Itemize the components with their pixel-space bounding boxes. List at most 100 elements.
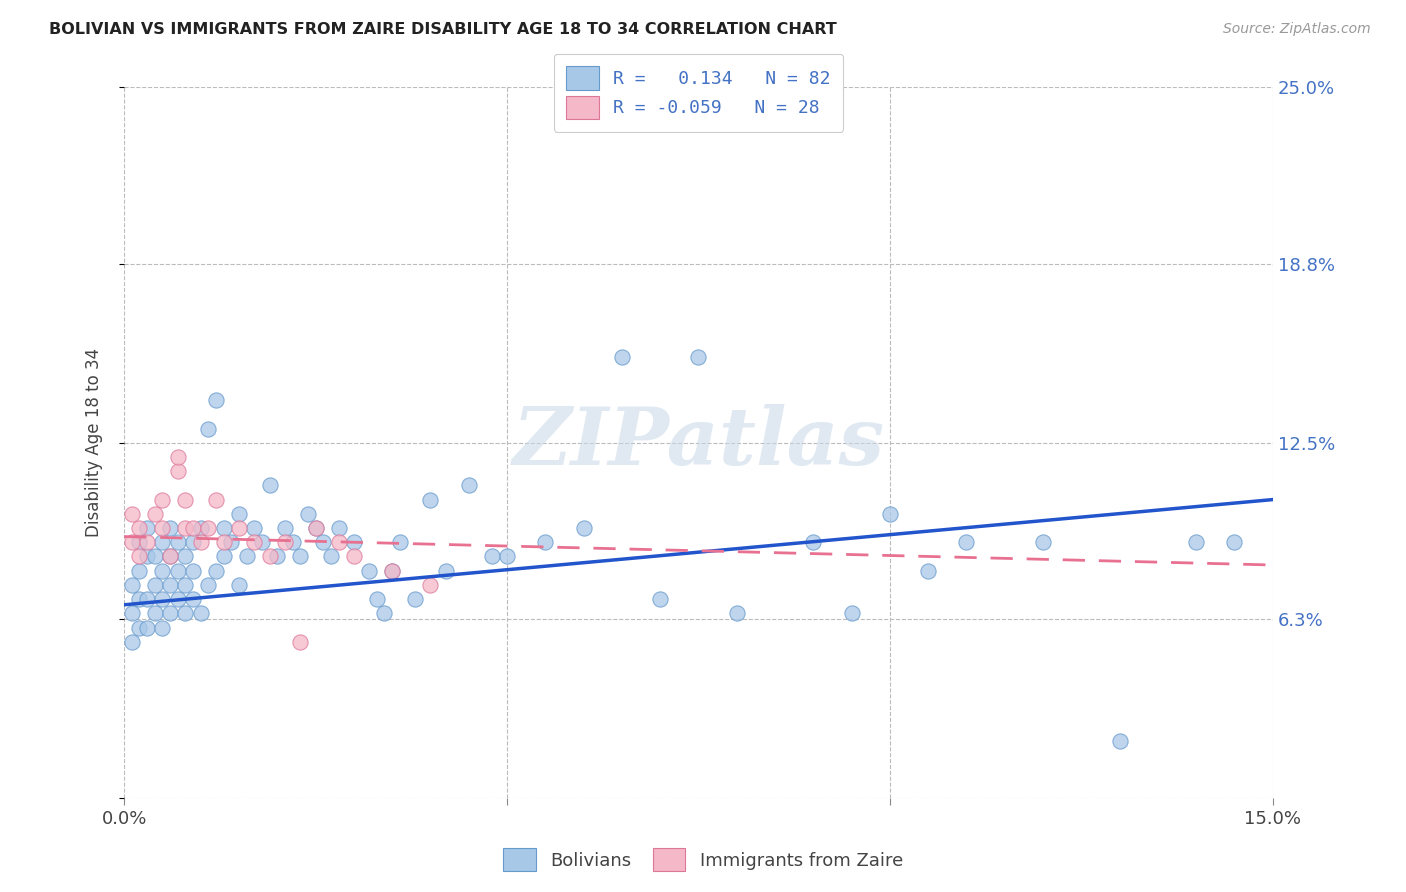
Point	[481, 549, 503, 564]
Point	[181, 535, 204, 549]
Point	[121, 535, 143, 549]
Point	[243, 535, 266, 549]
Point	[648, 592, 671, 607]
Point	[181, 564, 204, 578]
Point	[1108, 734, 1130, 748]
Point	[152, 621, 174, 635]
Point	[197, 521, 219, 535]
Point	[841, 607, 863, 621]
Point	[457, 478, 479, 492]
Point	[1185, 535, 1208, 549]
Point	[205, 393, 228, 408]
Point	[343, 549, 366, 564]
Point	[121, 607, 143, 621]
Point	[221, 535, 243, 549]
Point	[121, 507, 143, 521]
Point	[136, 592, 159, 607]
Point	[1032, 535, 1054, 549]
Point	[572, 521, 595, 535]
Point	[281, 535, 304, 549]
Point	[228, 521, 250, 535]
Point	[159, 607, 181, 621]
Point	[159, 549, 181, 564]
Point	[212, 521, 235, 535]
Point	[290, 549, 312, 564]
Point	[128, 592, 150, 607]
Point	[128, 621, 150, 635]
Legend: R =   0.134   N = 82, R = -0.059   N = 28: R = 0.134 N = 82, R = -0.059 N = 28	[554, 54, 844, 132]
Point	[725, 607, 748, 621]
Text: ZIPatlas: ZIPatlas	[512, 404, 884, 482]
Point	[917, 564, 939, 578]
Point	[212, 549, 235, 564]
Point	[381, 564, 404, 578]
Point	[174, 607, 197, 621]
Point	[205, 492, 228, 507]
Point	[159, 578, 181, 592]
Point	[152, 535, 174, 549]
Point	[404, 592, 426, 607]
Point	[181, 521, 204, 535]
Point	[304, 521, 326, 535]
Point	[159, 549, 181, 564]
Point	[197, 578, 219, 592]
Point	[166, 464, 188, 478]
Point	[152, 492, 174, 507]
Point	[136, 521, 159, 535]
Point	[879, 507, 901, 521]
Point	[328, 535, 350, 549]
Point	[343, 535, 366, 549]
Point	[205, 564, 228, 578]
Legend: Bolivians, Immigrants from Zaire: Bolivians, Immigrants from Zaire	[496, 841, 910, 879]
Point	[190, 521, 212, 535]
Y-axis label: Disability Age 18 to 34: Disability Age 18 to 34	[86, 348, 103, 537]
Point	[243, 521, 266, 535]
Point	[121, 578, 143, 592]
Point	[197, 421, 219, 435]
Point	[228, 578, 250, 592]
Point	[304, 521, 326, 535]
Point	[174, 549, 197, 564]
Point	[274, 521, 297, 535]
Text: BOLIVIAN VS IMMIGRANTS FROM ZAIRE DISABILITY AGE 18 TO 34 CORRELATION CHART: BOLIVIAN VS IMMIGRANTS FROM ZAIRE DISABI…	[49, 22, 837, 37]
Point	[1223, 535, 1246, 549]
Point	[136, 621, 159, 635]
Point	[152, 592, 174, 607]
Point	[166, 450, 188, 464]
Point	[166, 564, 188, 578]
Point	[419, 578, 441, 592]
Point	[136, 549, 159, 564]
Point	[955, 535, 977, 549]
Point	[152, 521, 174, 535]
Point	[381, 564, 404, 578]
Point	[128, 535, 150, 549]
Point	[128, 549, 150, 564]
Point	[152, 564, 174, 578]
Point	[319, 549, 342, 564]
Point	[212, 535, 235, 549]
Point	[190, 535, 212, 549]
Point	[250, 535, 273, 549]
Point	[159, 521, 181, 535]
Point	[312, 535, 335, 549]
Point	[266, 549, 288, 564]
Point	[121, 634, 143, 648]
Point	[328, 521, 350, 535]
Point	[143, 549, 166, 564]
Point	[128, 521, 150, 535]
Point	[228, 507, 250, 521]
Point	[359, 564, 381, 578]
Point	[136, 535, 159, 549]
Point	[190, 607, 212, 621]
Point	[373, 607, 395, 621]
Point	[143, 578, 166, 592]
Point	[166, 535, 188, 549]
Point	[143, 507, 166, 521]
Point	[388, 535, 411, 549]
Point	[235, 549, 257, 564]
Point	[128, 564, 150, 578]
Point	[610, 351, 633, 365]
Point	[496, 549, 519, 564]
Point	[274, 535, 297, 549]
Point	[174, 492, 197, 507]
